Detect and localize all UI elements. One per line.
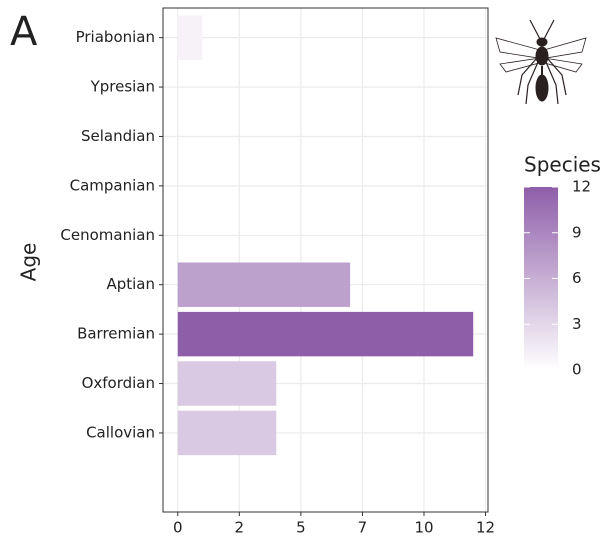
bar xyxy=(178,411,276,455)
y-tick-label: Ypresian xyxy=(90,78,155,96)
y-tick-label: Barremian xyxy=(77,325,155,343)
legend-title: Species xyxy=(524,153,601,177)
colorbar-label: 0 xyxy=(572,361,582,379)
bar xyxy=(178,262,350,306)
y-tick-label: Cenomanian xyxy=(60,226,155,244)
x-tick-label: 7 xyxy=(358,519,368,537)
y-tick-label: Oxfordian xyxy=(82,374,155,392)
y-tick-label: Campanian xyxy=(70,176,155,194)
x-tick-label: 0 xyxy=(173,519,183,537)
x-tick-label: 2 xyxy=(235,519,245,537)
insect-icon xyxy=(496,20,586,104)
chart: A Age Species 0 2 5 7 10 12 Priabonian Ypresian… xyxy=(0,0,610,553)
colorbar-label: 9 xyxy=(572,223,582,241)
x-tick-label: 5 xyxy=(296,519,306,537)
panel-label: A xyxy=(10,9,38,55)
bar xyxy=(178,312,473,356)
bar xyxy=(178,15,203,59)
y-axis-label: Age xyxy=(17,243,41,282)
y-tick-label: Callovian xyxy=(86,423,155,441)
colorbar-label: 6 xyxy=(572,269,582,287)
colorbar-label: 3 xyxy=(572,315,582,333)
bar xyxy=(178,361,276,405)
y-tick-label: Priabonian xyxy=(76,28,155,46)
x-tick-label: 10 xyxy=(414,519,433,537)
x-tick-label: 12 xyxy=(476,519,495,537)
colorbar-label: 12 xyxy=(572,178,591,196)
y-tick-label: Aptian xyxy=(106,275,155,293)
y-tick-label: Selandian xyxy=(81,127,155,145)
